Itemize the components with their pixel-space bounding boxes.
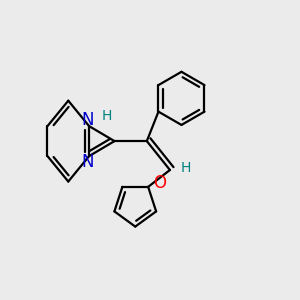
- Text: O: O: [153, 174, 166, 192]
- Text: H: H: [181, 161, 191, 175]
- Text: N: N: [82, 111, 94, 129]
- Text: N: N: [82, 153, 94, 171]
- Text: H: H: [101, 109, 112, 123]
